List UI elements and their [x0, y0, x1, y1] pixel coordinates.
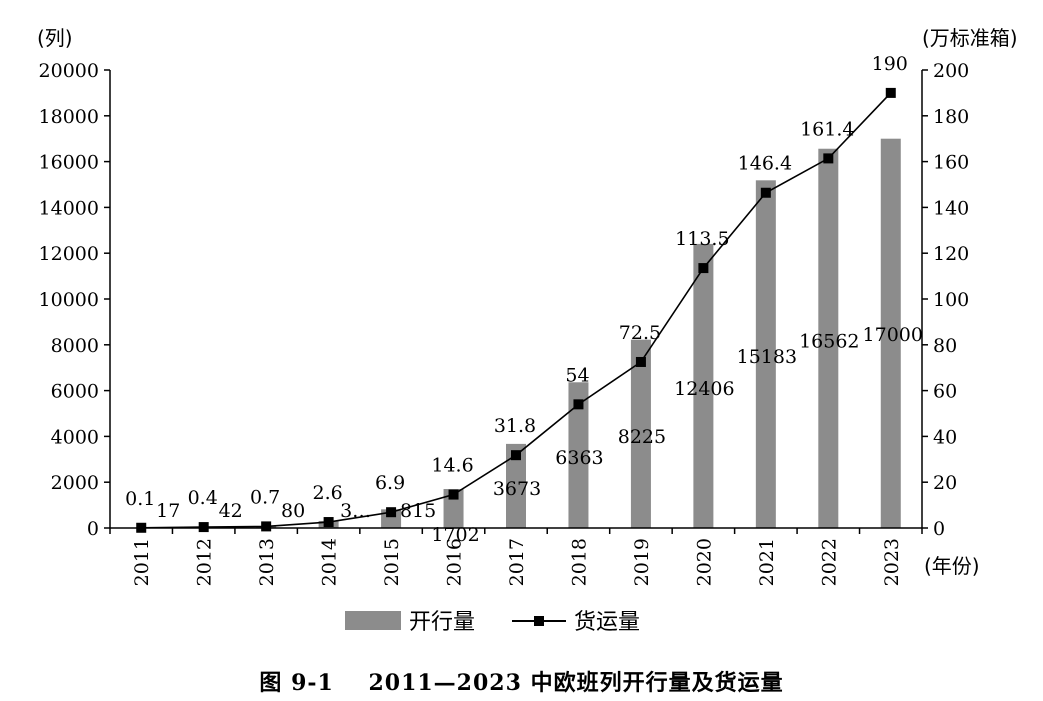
- x-tick-label: 2022: [818, 538, 840, 586]
- left-tick-label: 16000: [39, 152, 99, 174]
- line-marker: [386, 507, 397, 518]
- right-tick-label: 180: [933, 106, 969, 128]
- legend-line-marker: [534, 616, 544, 626]
- line-data-label: 14.6: [431, 455, 473, 477]
- data-labels: 0.1 0.4 0.7 2.6 6.9 14.6 31.8 54 72.5 113.5 146.4 1…: [125, 53, 923, 546]
- right-tick-label: 160: [933, 152, 969, 174]
- left-tick-label: 4000: [51, 426, 99, 448]
- line-marker: [760, 187, 771, 198]
- line-data-label: 31.8: [494, 415, 536, 437]
- legend-line-label: 货运量: [574, 610, 640, 635]
- x-tick-label: 2020: [693, 538, 715, 586]
- left-tick-label: 0: [87, 518, 99, 540]
- line-marker: [885, 87, 896, 98]
- x-tick-label: 2017: [506, 538, 528, 586]
- x-tick-label: 2013: [256, 538, 278, 586]
- left-tick-label: 10000: [39, 289, 99, 311]
- line-data-label: 54: [565, 364, 589, 386]
- line-data-label: 190: [872, 53, 908, 75]
- x-tick-label: 2016: [444, 538, 466, 586]
- figure-number: 图 9-1: [259, 670, 334, 696]
- x-tick-label: 2021: [756, 538, 778, 586]
- bar-data-label: 1702: [431, 524, 479, 546]
- right-tick-label: 140: [933, 197, 969, 219]
- bar-data-label: 3…: [340, 500, 371, 522]
- left-tick-label: 14000: [39, 197, 99, 219]
- bar-data-label: 6363: [555, 447, 603, 469]
- line-marker: [511, 450, 521, 461]
- right-tick-label: 20: [933, 472, 957, 494]
- line-marker: [198, 522, 209, 533]
- bar-data-label: 815: [400, 500, 436, 522]
- line-data-label: 0.4: [188, 487, 218, 509]
- x-axis-unit: (年份): [924, 554, 980, 578]
- bar-data-label: 12406: [674, 378, 734, 400]
- x-tick-label: 2015: [381, 538, 403, 586]
- right-axis-unit: (万标准箱): [922, 26, 1018, 50]
- right-tick-label: 40: [933, 426, 957, 448]
- right-tick-label: 80: [933, 335, 957, 357]
- line-marker: [448, 489, 459, 500]
- bar-data-label: 17000: [863, 324, 923, 346]
- line-marker: [261, 521, 272, 532]
- bar: [630, 339, 651, 528]
- left-axis-unit: (列): [37, 26, 73, 50]
- line-marker: [698, 263, 709, 274]
- line-marker: [323, 517, 334, 528]
- legend-bar-swatch: [345, 611, 401, 630]
- line-marker: [823, 153, 834, 164]
- left-tick-label: 6000: [51, 381, 99, 403]
- line-data-label: 0.1: [125, 488, 155, 510]
- x-tick-label: 2014: [319, 538, 341, 586]
- left-tick-label: 20000: [39, 60, 99, 82]
- bar-data-label: 3673: [493, 478, 541, 500]
- legend-bar-label: 开行量: [409, 610, 475, 635]
- bar-data-label: 15183: [737, 346, 797, 368]
- bar-data-label: 16562: [799, 330, 859, 352]
- x-tick-label: 2023: [881, 538, 903, 586]
- line-data-label: 72.5: [619, 322, 661, 344]
- bar-data-label: 8225: [618, 426, 666, 448]
- line-data-label: 2.6: [313, 482, 343, 504]
- line-data-label: 0.7: [250, 486, 280, 508]
- line-data-label: 113.5: [675, 228, 729, 250]
- axes: 0200040006000800010000120001400016000180…: [39, 60, 970, 586]
- chart: (列) (万标准箱) (年份) 020004000600080001000012…: [37, 26, 1018, 635]
- line-data-label: 146.4: [738, 153, 792, 175]
- figure-caption: 图 9-1 2011—2023 中欧班列开行量及货运量: [0, 665, 1043, 697]
- bar: [880, 138, 901, 528]
- right-tick-label: 120: [933, 243, 969, 265]
- bar: [755, 180, 776, 528]
- left-tick-label: 18000: [39, 106, 99, 128]
- line-marker: [573, 399, 584, 410]
- bar-series: [131, 138, 901, 529]
- bar-data-label: 80: [281, 500, 305, 522]
- figure-title: 2011—2023 中欧班列开行量及货运量: [368, 670, 784, 696]
- bar-data-label: 17: [156, 500, 180, 522]
- bar: [693, 243, 714, 529]
- x-tick-label: 2018: [568, 538, 590, 586]
- right-tick-label: 60: [933, 381, 957, 403]
- x-tick-label: 2012: [194, 538, 216, 586]
- left-tick-label: 8000: [51, 335, 99, 357]
- left-tick-label: 2000: [51, 472, 99, 494]
- legend: 开行量 货运量: [345, 610, 640, 635]
- line-marker: [635, 356, 646, 367]
- line-data-label: 6.9: [375, 472, 405, 494]
- left-tick-label: 12000: [39, 243, 99, 265]
- bar: [568, 382, 589, 528]
- bar: [818, 148, 839, 528]
- right-tick-label: 200: [933, 60, 969, 82]
- bar: [506, 443, 526, 528]
- bar-data-label: 42: [219, 500, 243, 522]
- right-tick-label: 100: [933, 289, 969, 311]
- x-tick-label: 2019: [631, 538, 653, 586]
- right-tick-label: 0: [933, 518, 945, 540]
- x-tick-label: 2011: [131, 538, 153, 586]
- line-data-label: 161.4: [800, 118, 854, 140]
